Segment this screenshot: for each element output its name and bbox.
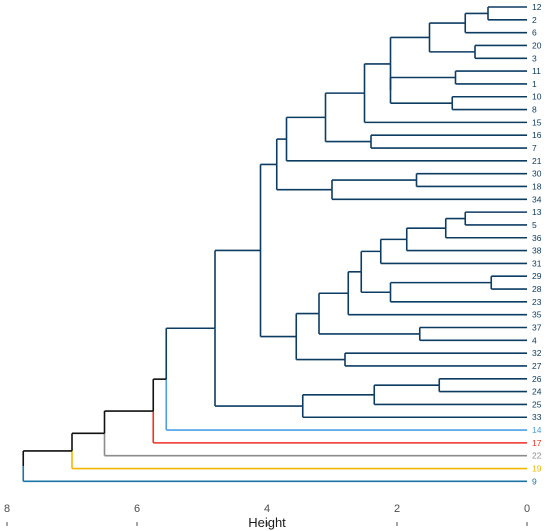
leaf-label-7: 7 xyxy=(532,143,537,153)
x-tick-label-6: 6 xyxy=(134,503,140,515)
leaf-label-6: 6 xyxy=(532,28,537,38)
x-tick-label-8: 8 xyxy=(4,503,10,515)
leaf-label-11: 11 xyxy=(532,66,541,76)
x-tick-label-4: 4 xyxy=(264,503,270,515)
leaf-label-35: 35 xyxy=(532,310,542,320)
leaf-label-28: 28 xyxy=(532,284,542,294)
leaf-label-17: 17 xyxy=(532,438,542,448)
leaf-labels: 1226203111108151672130183413536383129282… xyxy=(532,2,542,486)
leaf-label-9: 9 xyxy=(532,476,537,486)
leaf-label-27: 27 xyxy=(532,361,542,371)
leaf-label-33: 33 xyxy=(532,412,542,422)
x-axis-title: Height xyxy=(248,515,286,530)
x-axis: 8 6 4 2 0 xyxy=(4,503,530,526)
leaf-label-29: 29 xyxy=(532,271,542,281)
leaf-label-25: 25 xyxy=(532,399,542,409)
leaf-label-5: 5 xyxy=(532,220,537,230)
leaf-label-14: 14 xyxy=(532,425,542,435)
leaf-label-3: 3 xyxy=(532,53,537,63)
leaf-label-20: 20 xyxy=(532,40,542,50)
leaf-label-18: 18 xyxy=(532,181,542,191)
leaf-label-12: 12 xyxy=(532,2,542,12)
leaf-label-23: 23 xyxy=(532,297,542,307)
leaf-label-4: 4 xyxy=(532,335,537,345)
leaf-label-22: 22 xyxy=(532,451,542,461)
leaf-label-26: 26 xyxy=(532,374,542,384)
leaf-label-30: 30 xyxy=(532,169,542,179)
leaf-label-37: 37 xyxy=(532,323,542,333)
leaf-label-16: 16 xyxy=(532,130,542,140)
leaf-label-8: 8 xyxy=(532,105,537,115)
dendrogram-links xyxy=(22,6,527,483)
leaf-label-2: 2 xyxy=(532,15,537,25)
leaf-label-36: 36 xyxy=(532,233,542,243)
leaf-label-31: 31 xyxy=(532,258,542,268)
leaf-label-15: 15 xyxy=(532,117,542,127)
x-tick-label-0: 0 xyxy=(524,503,530,515)
leaf-label-10: 10 xyxy=(532,92,542,102)
leaf-label-1: 1 xyxy=(532,79,537,89)
leaf-label-19: 19 xyxy=(532,464,542,474)
leaf-label-38: 38 xyxy=(532,246,542,256)
leaf-label-24: 24 xyxy=(532,387,542,397)
leaf-label-34: 34 xyxy=(532,194,542,204)
leaf-label-13: 13 xyxy=(532,207,542,217)
leaf-label-21: 21 xyxy=(532,156,542,166)
x-tick-label-2: 2 xyxy=(394,503,400,515)
leaf-label-32: 32 xyxy=(532,348,542,358)
